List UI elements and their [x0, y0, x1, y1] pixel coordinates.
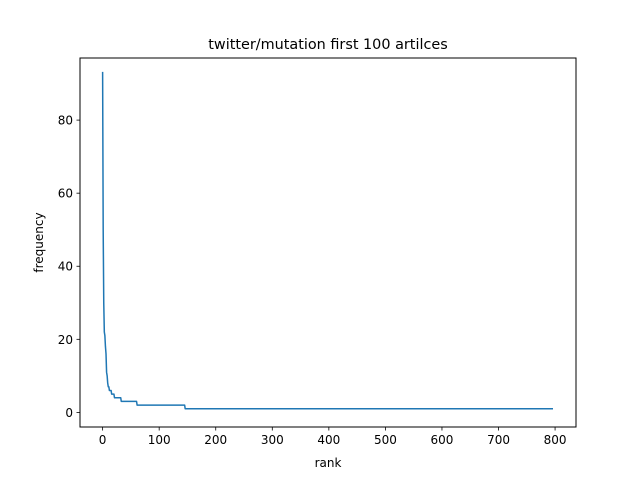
- x-tick-label: 0: [99, 433, 107, 447]
- x-tick-label: 700: [487, 433, 510, 447]
- plot-frame: [79, 57, 577, 428]
- x-tick-label: 100: [148, 433, 171, 447]
- x-tick-label: 600: [431, 433, 454, 447]
- x-axis-label: rank: [315, 456, 342, 470]
- y-tick-label: 80: [58, 114, 73, 128]
- x-tick-label: 300: [261, 433, 284, 447]
- x-tick-label: 200: [204, 433, 227, 447]
- y-tick-label: 0: [65, 406, 73, 420]
- y-tick-label: 40: [58, 260, 73, 274]
- series-line-0: [101, 71, 553, 410]
- plot-area: [101, 71, 553, 410]
- x-tick-label: 400: [317, 433, 340, 447]
- y-axis-label: frequency: [32, 212, 46, 272]
- chart-title: twitter/mutation first 100 artilces: [208, 37, 447, 53]
- axis-ticks: 0 100 200 300 400 500 600 700 800 0 20 40 60 80: [58, 114, 567, 447]
- y-tick-label: 20: [58, 333, 73, 347]
- x-tick-label: 800: [544, 433, 567, 447]
- y-tick-label: 60: [58, 187, 73, 201]
- x-tick-label: 500: [374, 433, 397, 447]
